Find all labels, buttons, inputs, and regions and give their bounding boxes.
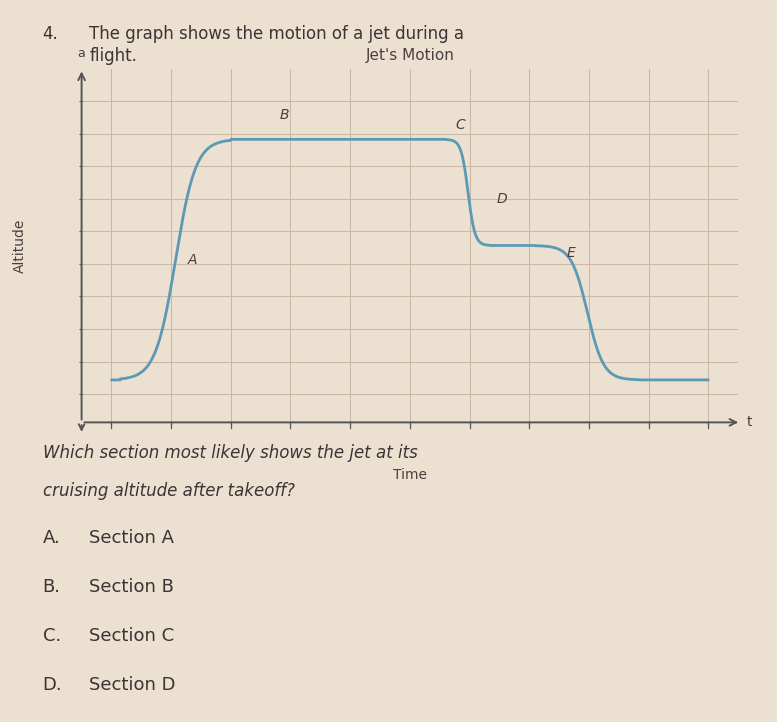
Text: cruising altitude after takeoff?: cruising altitude after takeoff? bbox=[43, 482, 294, 500]
Text: A: A bbox=[187, 253, 197, 266]
Text: 4.: 4. bbox=[43, 25, 58, 43]
Text: Section A: Section A bbox=[89, 529, 174, 547]
Text: C: C bbox=[456, 118, 465, 132]
Text: D.: D. bbox=[43, 676, 62, 694]
Text: Which section most likely shows the jet at its: Which section most likely shows the jet … bbox=[43, 444, 417, 462]
Text: Time: Time bbox=[393, 469, 427, 482]
Text: a: a bbox=[78, 47, 85, 60]
Text: A.: A. bbox=[43, 529, 61, 547]
Text: B: B bbox=[280, 108, 289, 121]
Text: D: D bbox=[497, 193, 507, 206]
Text: t: t bbox=[747, 415, 753, 430]
Text: Section B: Section B bbox=[89, 578, 174, 596]
Text: Altitude: Altitude bbox=[12, 218, 26, 273]
Text: C.: C. bbox=[43, 627, 61, 645]
Text: E: E bbox=[566, 245, 576, 259]
Title: Jet's Motion: Jet's Motion bbox=[365, 48, 455, 64]
Text: Section D: Section D bbox=[89, 676, 176, 694]
Text: B.: B. bbox=[43, 578, 61, 596]
Text: The graph shows the motion of a jet during a: The graph shows the motion of a jet duri… bbox=[89, 25, 465, 43]
Text: flight.: flight. bbox=[89, 47, 138, 65]
Text: Section C: Section C bbox=[89, 627, 175, 645]
